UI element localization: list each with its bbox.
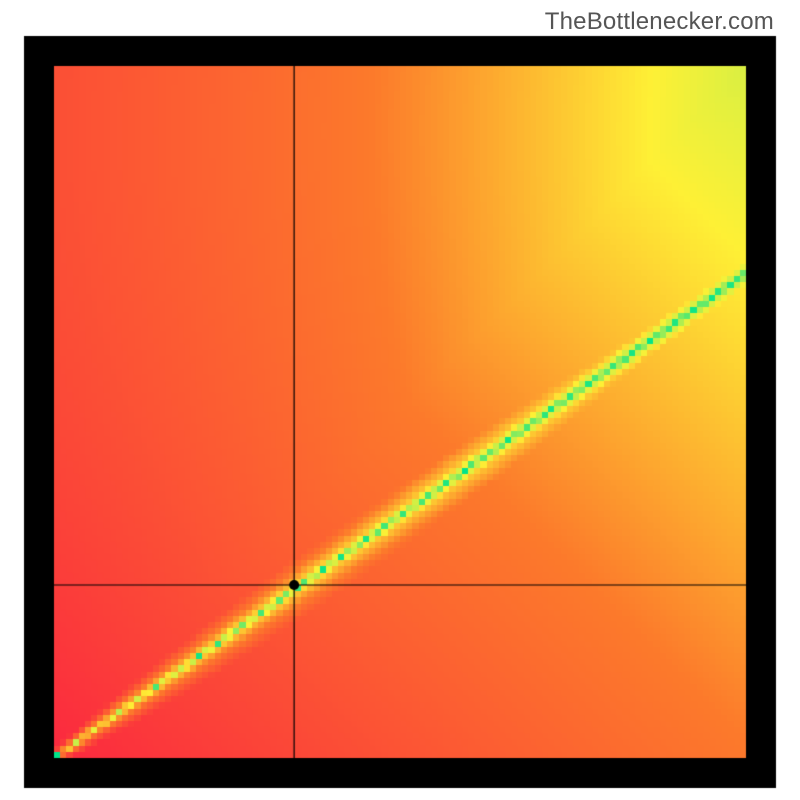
heatmap-canvas (0, 0, 800, 800)
watermark-text: TheBottlenecker.com (545, 8, 774, 36)
chart-container: { "watermark": { "text": "TheBottlenecke… (0, 0, 800, 800)
